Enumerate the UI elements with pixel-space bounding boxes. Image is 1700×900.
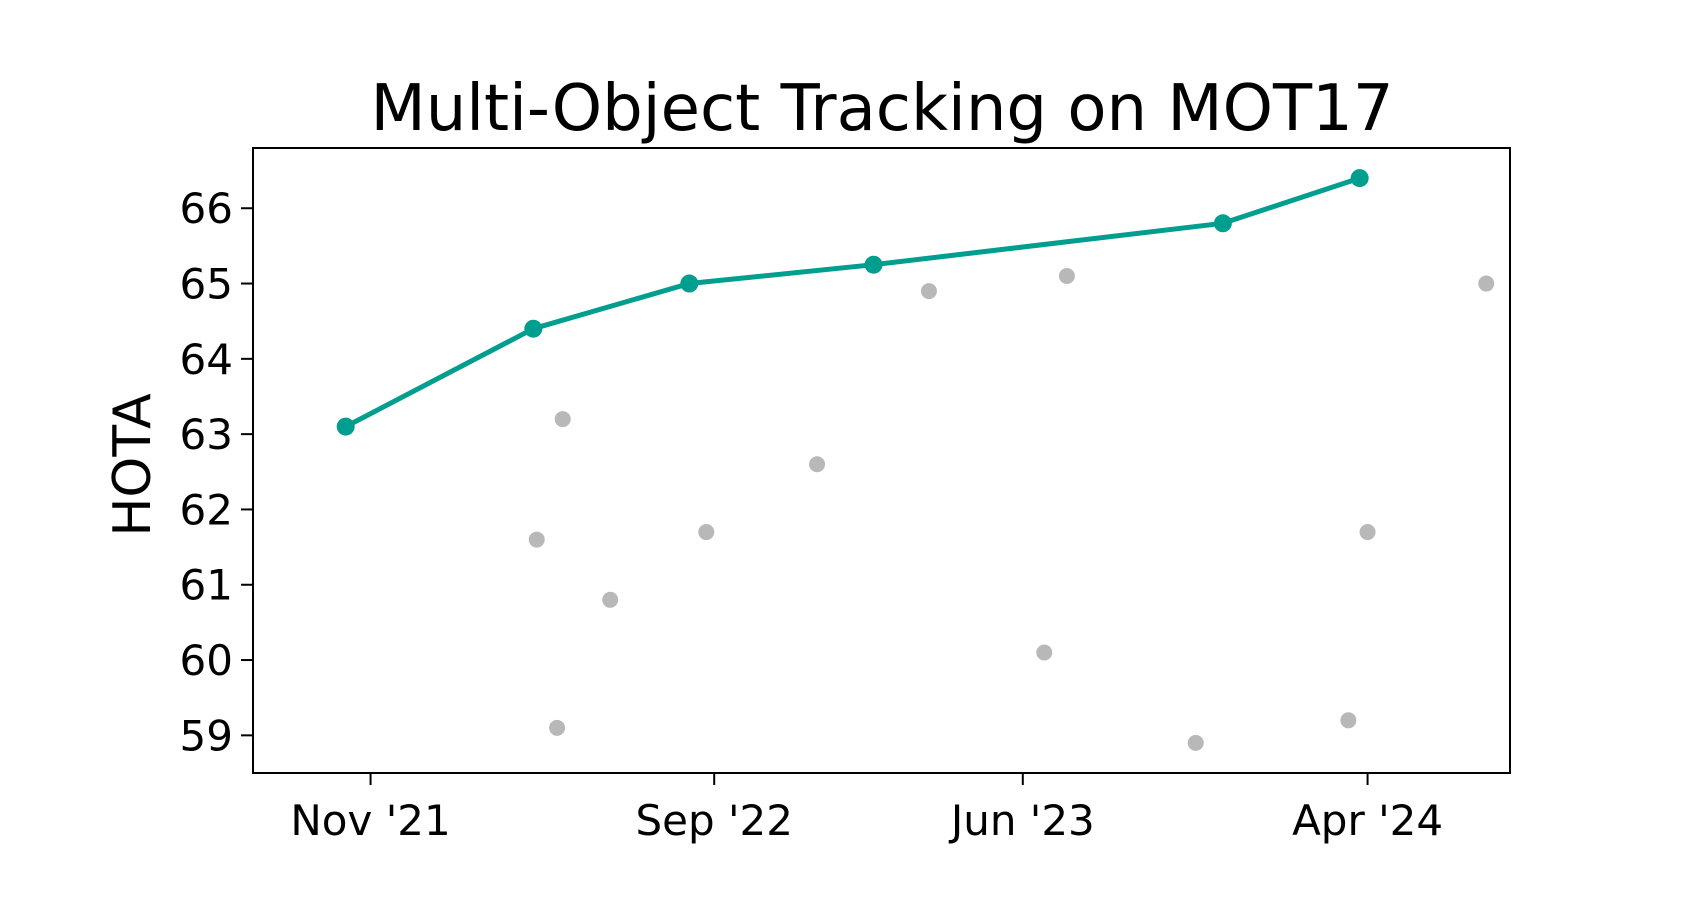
frontier-point-4 — [1213, 214, 1232, 233]
frontier-point-1 — [524, 319, 543, 338]
chart-title: Multi-Object Tracking on MOT17 — [370, 72, 1393, 146]
other-point-5 — [809, 456, 826, 473]
other-point-1 — [549, 719, 566, 736]
other-point-4 — [698, 524, 715, 541]
other-point-12 — [1478, 275, 1495, 292]
other-point-3 — [602, 591, 619, 608]
other-point-7 — [1036, 644, 1053, 661]
axes-frame — [252, 147, 1511, 774]
frontier-point-3 — [864, 255, 883, 274]
other-point-9 — [1187, 734, 1204, 751]
x-tick-label-0: Nov '21 — [290, 796, 450, 845]
x-tick-label-1: Sep '22 — [635, 796, 793, 845]
y-tick-label-0: 59 — [180, 711, 233, 760]
frontier-point-5 — [1350, 169, 1369, 188]
other-point-8 — [1058, 268, 1075, 285]
other-point-6 — [920, 283, 937, 300]
plot-area — [336, 169, 1495, 751]
other-point-10 — [1340, 712, 1357, 729]
frontier-point-2 — [680, 274, 699, 293]
y-tick-label-6: 65 — [180, 260, 233, 309]
other-point-2 — [554, 411, 571, 428]
frontier-point-0 — [336, 417, 355, 436]
y-tick-label-5: 64 — [180, 335, 233, 384]
y-tick-label-4: 63 — [180, 410, 233, 459]
y-axis-label: HOTA — [103, 393, 163, 537]
other-point-11 — [1359, 524, 1376, 541]
y-tick-label-3: 62 — [180, 485, 233, 534]
other-point-0 — [528, 531, 545, 548]
x-tick-label-3: Apr '24 — [1292, 796, 1443, 845]
x-tick-label-2: Jun '23 — [948, 796, 1095, 845]
y-tick-label-7: 66 — [180, 184, 233, 233]
y-tick-label-1: 60 — [180, 636, 233, 685]
frontier-line — [344, 175, 1361, 429]
y-tick-label-2: 61 — [180, 561, 233, 610]
